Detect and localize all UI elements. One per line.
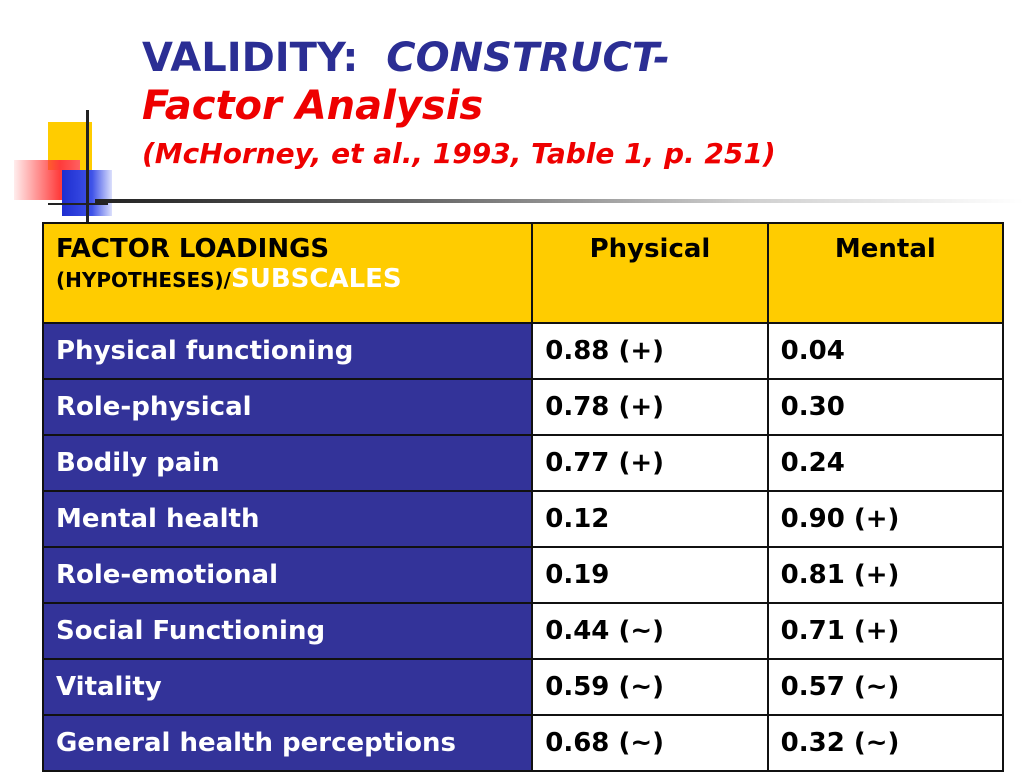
table-row: Mental health 0.12 0.90 (+) — [41, 490, 1005, 548]
slide-title: VALIDITY: CONSTRUCT- Factor Analysis (Mc… — [142, 34, 776, 174]
header-line-1: FACTOR LOADINGS — [56, 234, 330, 264]
table-row: Role-physical 0.78 (+) 0.30 — [41, 378, 1005, 436]
header-physical: Physical — [531, 222, 769, 324]
row-label: Role-emotional — [41, 546, 534, 604]
physical-loading: 0.77 (+) — [531, 434, 769, 492]
header-mental: Mental — [766, 222, 1005, 324]
title-line-2: Factor Analysis — [142, 83, 484, 129]
table-header-row: FACTOR LOADINGS (HYPOTHESES)/SUBSCALES P… — [41, 222, 1005, 324]
vertical-line-decoration — [86, 110, 89, 225]
table-row: Bodily pain 0.77 (+) 0.24 — [41, 434, 1005, 492]
header-line-2: (HYPOTHESES)/SUBSCALES — [56, 264, 519, 294]
title-prefix: VALIDITY: — [142, 35, 359, 81]
row-label: Vitality — [41, 658, 534, 716]
row-label: General health perceptions — [41, 714, 534, 772]
row-label: Bodily pain — [41, 434, 534, 492]
table-row: Social Functioning 0.44 (~) 0.71 (+) — [41, 602, 1005, 660]
mental-loading: 0.57 (~) — [766, 658, 1005, 716]
table-body: Physical functioning 0.88 (+) 0.04 Role-phy… — [41, 322, 1005, 772]
row-label: Physical functioning — [41, 322, 534, 380]
mental-loading: 0.81 (+) — [766, 546, 1005, 604]
horizontal-line-decoration — [48, 203, 108, 205]
table-row: Vitality 0.59 (~) 0.57 (~) — [41, 658, 1005, 716]
title-divider — [95, 199, 1024, 203]
factor-loadings-table: FACTOR LOADINGS (HYPOTHESES)/SUBSCALES P… — [41, 222, 1005, 772]
table-row: General health perceptions 0.68 (~) 0.32 (… — [41, 714, 1005, 772]
mental-loading: 0.71 (+) — [766, 602, 1005, 660]
decorative-logo — [0, 100, 140, 230]
table-row: Role-emotional 0.19 0.81 (+) — [41, 546, 1005, 604]
row-label: Mental health — [41, 490, 534, 548]
row-label: Role-physical — [41, 378, 534, 436]
physical-loading: 0.12 — [531, 490, 769, 548]
physical-loading: 0.59 (~) — [531, 658, 769, 716]
physical-loading: 0.44 (~) — [531, 602, 769, 660]
physical-loading: 0.78 (+) — [531, 378, 769, 436]
header-hypotheses: (HYPOTHESES)/ — [56, 268, 231, 292]
mental-loading: 0.24 — [766, 434, 1005, 492]
mental-loading: 0.30 — [766, 378, 1005, 436]
mental-loading: 0.32 (~) — [766, 714, 1005, 772]
header-subscales: SUBSCALES — [230, 264, 402, 294]
title-citation: (McHorney, et al., 1993, Table 1, p. 251… — [142, 137, 776, 170]
physical-loading: 0.88 (+) — [531, 322, 769, 380]
title-construct: CONSTRUCT- — [386, 35, 670, 81]
table-row: Physical functioning 0.88 (+) 0.04 — [41, 322, 1005, 380]
title-line-1: VALIDITY: CONSTRUCT- — [142, 34, 776, 82]
physical-loading: 0.19 — [531, 546, 769, 604]
row-label: Social Functioning — [41, 602, 534, 660]
header-subscales-cell: FACTOR LOADINGS (HYPOTHESES)/SUBSCALES — [41, 222, 534, 324]
mental-loading: 0.04 — [766, 322, 1005, 380]
mental-loading: 0.90 (+) — [766, 490, 1005, 548]
physical-loading: 0.68 (~) — [531, 714, 769, 772]
